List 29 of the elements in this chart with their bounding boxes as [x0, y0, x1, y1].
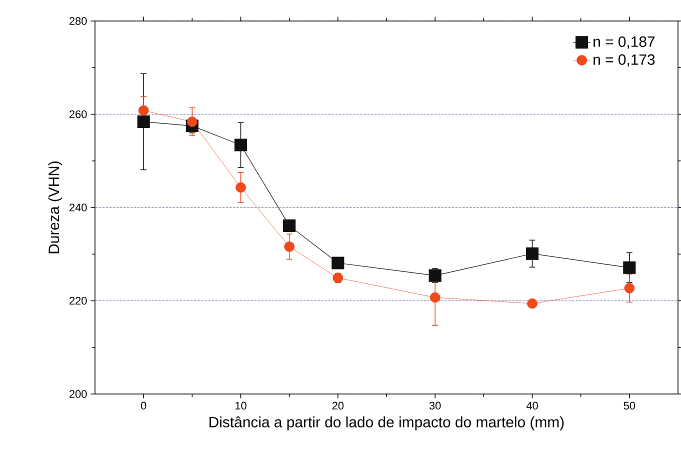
legend-label: n = 0,173: [594, 54, 655, 67]
point: [137, 115, 150, 128]
x-axis-title: Distância a partir do lado de impacto do martelo (mm): [210, 416, 564, 430]
y-tick-label: 240: [69, 204, 87, 212]
legend-label: n = 0,187: [594, 36, 655, 49]
point: [623, 261, 636, 274]
point: [234, 138, 248, 152]
point: [526, 247, 539, 260]
y-tick-label: 260: [69, 110, 87, 118]
point: [624, 282, 635, 294]
y-tick-label: 200: [69, 390, 87, 398]
point: [527, 298, 538, 309]
x-tick-label: 50: [624, 402, 636, 410]
y-tick-label: 220: [69, 296, 87, 305]
x-tick-label: 20: [332, 402, 344, 410]
x-tick-label: 40: [526, 402, 538, 410]
x-tick-label: 10: [235, 402, 246, 410]
y-tick-label: 280: [69, 17, 87, 25]
x-tick-label: 0: [140, 402, 146, 410]
point: [332, 256, 344, 270]
point: [186, 116, 198, 127]
point: [284, 241, 295, 252]
point: [236, 182, 246, 193]
point: [428, 269, 442, 282]
point: [283, 219, 296, 232]
y-axis-title: Dureza (VHN): [48, 162, 62, 254]
point: [138, 105, 149, 116]
x-tick-label: 30: [429, 402, 441, 410]
point: [430, 292, 440, 303]
